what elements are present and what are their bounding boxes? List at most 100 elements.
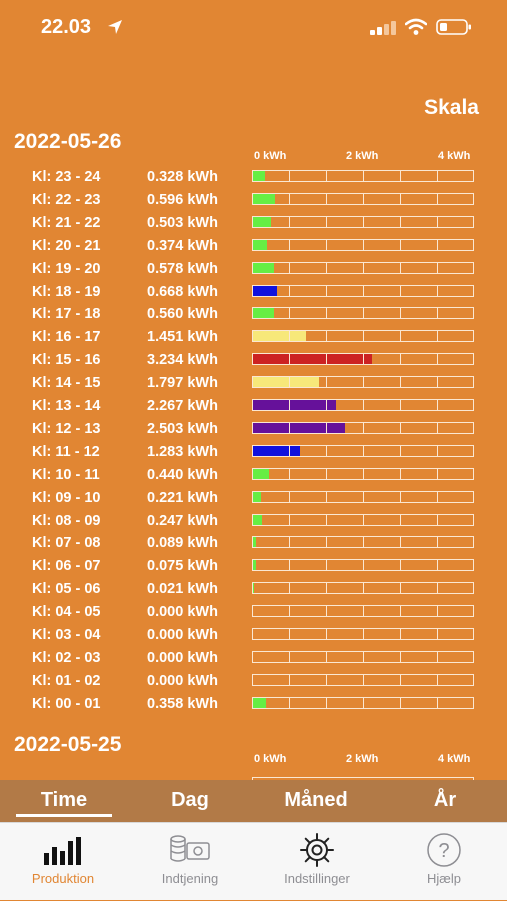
hour-label: Kl: 17 - 18 — [32, 306, 101, 323]
hour-value: 0.000 kWh — [147, 649, 218, 666]
bar-divider — [400, 377, 401, 388]
bar-fill — [253, 216, 272, 227]
scale-button[interactable]: Skala — [424, 96, 479, 119]
bar-track — [252, 444, 474, 457]
hour-value: 0.075 kWh — [147, 558, 218, 575]
bar-fill — [253, 354, 372, 365]
bar-fill — [253, 422, 345, 433]
bar-divider — [400, 697, 401, 708]
hour-value: 0.021 kWh — [147, 581, 218, 598]
hour-label: Kl: 06 - 07 — [32, 558, 101, 575]
bar-divider — [400, 560, 401, 571]
tab-time[interactable]: Time — [40, 789, 88, 811]
hour-value: 0.578 kWh — [147, 260, 218, 277]
bar-divider — [400, 308, 401, 319]
tab-bar: Produktion Indtjening Indstillinger ? Hj… — [0, 822, 507, 900]
tab-label: Hjælp — [427, 871, 461, 886]
bar-divider — [400, 331, 401, 342]
bar-track — [252, 696, 474, 709]
bar-divider — [437, 445, 438, 456]
tab-indtjening[interactable]: Indtjening — [135, 823, 245, 901]
bar-divider — [363, 606, 364, 617]
active-tab-underline — [16, 814, 112, 817]
hour-label: Kl: 20 - 21 — [32, 237, 101, 254]
bar-divider — [289, 491, 290, 502]
bar-fill — [253, 400, 337, 410]
bar-track — [252, 284, 474, 297]
bar-divider — [289, 537, 290, 548]
bar-divider — [437, 171, 438, 181]
hour-value: 0.247 kWh — [147, 512, 218, 529]
hour-value: 1.283 kWh — [147, 443, 218, 460]
bar-divider — [326, 651, 327, 662]
bar-track — [252, 582, 474, 595]
bar-divider — [326, 606, 327, 617]
wifi-icon — [405, 18, 427, 35]
bar-divider — [363, 400, 364, 410]
hour-value: 0.374 kWh — [147, 237, 218, 254]
hour-label: Kl: 00 - 01 — [32, 695, 101, 712]
bar-divider — [400, 468, 401, 479]
hour-value: 0.668 kWh — [147, 283, 218, 300]
bar-divider — [289, 400, 290, 410]
hour-value: 0.560 kWh — [147, 306, 218, 323]
hour-row: Kl: 08 - 09 0.247 kWh — [0, 510, 507, 533]
bar-divider — [400, 491, 401, 502]
bar-track — [252, 353, 474, 366]
tab-produktion[interactable]: Produktion — [8, 823, 118, 901]
bar-divider — [326, 354, 327, 365]
bar-divider — [437, 491, 438, 502]
hour-row: Kl: 15 - 16 3.234 kWh — [0, 349, 507, 372]
bar-divider — [437, 285, 438, 296]
bar-fill — [253, 171, 266, 181]
hour-value: 0.440 kWh — [147, 466, 218, 483]
bar-divider — [437, 377, 438, 388]
bar-divider — [326, 285, 327, 296]
bar-fill — [253, 445, 301, 456]
bar-divider — [326, 514, 327, 525]
bar-fill — [253, 491, 262, 502]
hour-value: 0.596 kWh — [147, 191, 218, 208]
tab-aar[interactable]: År — [433, 789, 457, 811]
bar-divider — [326, 445, 327, 456]
bar-divider — [289, 445, 290, 456]
bar-track — [252, 467, 474, 480]
bar-divider — [326, 331, 327, 342]
bar-divider — [326, 629, 327, 639]
scale-label-2: 2 kWh — [346, 753, 379, 765]
bar-divider — [289, 193, 290, 204]
bar-divider — [289, 697, 290, 708]
bar-divider — [437, 583, 438, 594]
bar-divider — [400, 606, 401, 617]
bar-divider — [289, 216, 290, 227]
bar-fill — [253, 331, 307, 342]
tab-label: Produktion — [31, 871, 95, 886]
bar-fill — [253, 377, 319, 388]
tab-maaned[interactable]: Måned — [284, 789, 348, 811]
hour-row: Kl: 05 - 06 0.021 kWh — [0, 578, 507, 601]
bar-divider — [326, 583, 327, 594]
tab-indstillinger[interactable]: Indstillinger — [262, 823, 372, 901]
bar-divider — [326, 422, 327, 433]
period-tabs: Time Dag Måned År — [0, 780, 507, 822]
bar-track — [252, 170, 474, 182]
bar-divider — [437, 193, 438, 204]
hour-label: Kl: 01 - 02 — [32, 672, 101, 689]
bar-divider — [363, 216, 364, 227]
bar-divider — [400, 400, 401, 410]
tab-dag[interactable]: Dag — [171, 789, 209, 811]
hour-value: 1.797 kWh — [147, 375, 218, 392]
bar-divider — [437, 262, 438, 273]
hour-label: Kl: 16 - 17 — [32, 329, 101, 346]
bar-divider — [437, 537, 438, 548]
location-arrow-icon — [108, 20, 122, 34]
hour-row: Kl: 00 - 01 0.358 kWh — [0, 693, 507, 716]
hour-row: Kl: 19 - 20 0.578 kWh — [0, 258, 507, 281]
bar-divider — [400, 239, 401, 250]
tab-hjaelp[interactable]: ? Hjælp — [389, 823, 499, 901]
bar-track — [252, 376, 474, 389]
bar-divider — [400, 583, 401, 594]
bar-fill — [253, 285, 278, 296]
bar-divider — [289, 354, 290, 365]
bar-track — [252, 261, 474, 274]
